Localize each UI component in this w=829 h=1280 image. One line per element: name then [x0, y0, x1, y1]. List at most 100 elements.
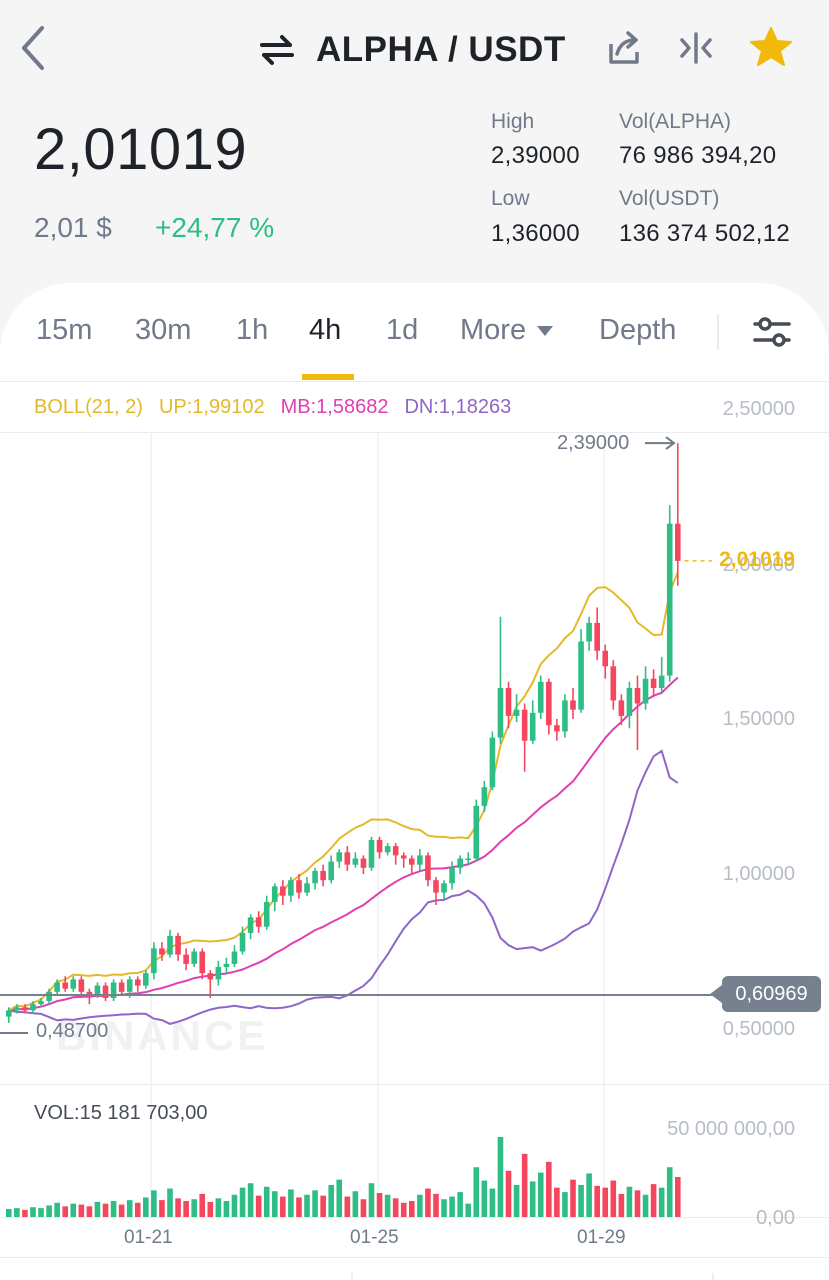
candle-body [352, 858, 359, 865]
candle-body [22, 1007, 28, 1011]
candle-body [586, 622, 592, 642]
usd-price: 2,01 $ [34, 212, 112, 243]
vol-quote-value: 136 374 502,12 [619, 220, 791, 247]
candle-body [255, 917, 262, 927]
volume-bar [473, 1167, 480, 1217]
divider [0, 1084, 829, 1085]
volume-bar [320, 1195, 326, 1217]
candle-body [239, 932, 246, 952]
candle-body [14, 1007, 20, 1011]
candle-body [207, 973, 214, 980]
candle-body [594, 622, 600, 651]
volume-bar [134, 1202, 141, 1217]
volume-bar [271, 1191, 278, 1217]
volume-bar [360, 1199, 367, 1217]
candle-body [392, 846, 399, 856]
boll-legend: BOLL(21, 2) UP:1,99102 MB:1,58682 DN:1,1… [34, 396, 511, 419]
volume-bar [183, 1201, 189, 1217]
candle-body [344, 852, 351, 865]
share-icon[interactable] [603, 28, 643, 68]
tab-15m[interactable]: 15m [36, 314, 93, 346]
period-low-label: 0,48700 [36, 1020, 109, 1042]
candle-body [554, 725, 560, 732]
caret-down-icon [537, 325, 554, 336]
candle-body [368, 839, 375, 868]
star-icon[interactable] [748, 25, 794, 71]
candle-body [562, 700, 568, 732]
candle-body [610, 666, 617, 701]
volume-bar [368, 1183, 375, 1217]
tab-more[interactable]: More [460, 314, 554, 347]
candle-body [94, 985, 101, 995]
volume-bar [417, 1194, 423, 1217]
volume-bar [247, 1183, 254, 1217]
compare-icon[interactable] [676, 28, 716, 68]
volume-bar [336, 1179, 343, 1217]
candle-body [634, 688, 641, 704]
candle-body [118, 982, 125, 992]
candle-body [54, 982, 60, 992]
candle-body [384, 846, 391, 853]
vol-base-label: Vol(ALPHA) [619, 110, 732, 133]
volume-bar [255, 1195, 262, 1217]
candle-body [280, 886, 286, 896]
volume-bar [602, 1187, 609, 1217]
candle-body [674, 523, 681, 561]
candle-body [175, 936, 181, 955]
volume-bar [497, 1137, 504, 1217]
candle-body [223, 963, 230, 967]
low-value: 1,36000 [491, 220, 580, 247]
candle-body [409, 858, 415, 865]
candle-body [62, 982, 69, 989]
tab-30m[interactable]: 30m [135, 314, 192, 346]
volume-bar [22, 1209, 28, 1217]
volume-bar [409, 1201, 415, 1217]
tab-1d[interactable]: 1d [386, 314, 419, 346]
candle-body [126, 979, 133, 992]
volume-bar [151, 1190, 157, 1217]
candle-body [521, 709, 528, 741]
tab-depth[interactable]: Depth [599, 314, 677, 346]
volume-axis-label: 50 000 000,00 [667, 1118, 795, 1140]
volume-bar [658, 1187, 665, 1217]
candle-body [288, 880, 294, 896]
chart-panel [0, 283, 829, 1280]
candle-body [618, 700, 625, 716]
volume-bar [578, 1185, 584, 1217]
candle-body [650, 678, 657, 688]
candle-body [400, 855, 407, 859]
volume-bar [513, 1185, 520, 1217]
volume-bar [529, 1181, 536, 1217]
tab-4h[interactable]: 4h [309, 314, 342, 346]
volume-bar [46, 1205, 52, 1217]
candle-body [312, 870, 318, 884]
volume-bar [38, 1208, 44, 1217]
candle-body [473, 805, 480, 859]
volume-bar [304, 1194, 310, 1217]
volume-bar [30, 1207, 36, 1217]
last-price-tag[interactable]: 0,60969 [710, 976, 821, 1012]
pair-selector[interactable]: ALPHA / USDT [258, 26, 566, 74]
price-axis-label: 0,50000 [722, 1018, 795, 1040]
volume-bar [433, 1193, 439, 1217]
candle-body [546, 681, 552, 726]
volume-bar [263, 1186, 270, 1217]
candle-body [497, 688, 504, 738]
tab-1h[interactable]: 1h [236, 314, 269, 346]
boll-name: BOLL(21, 2) [34, 396, 143, 418]
volume-bar [441, 1199, 447, 1217]
candle-body [70, 979, 77, 989]
back-arrow-icon[interactable] [16, 22, 52, 74]
candle-body [86, 991, 93, 995]
boll-mb: MB:1,58682 [280, 396, 389, 418]
candle-body [465, 858, 472, 860]
volume-bar [594, 1185, 600, 1217]
volume-bar [392, 1198, 399, 1217]
chart-settings-icon[interactable] [752, 314, 792, 350]
candle-body [263, 901, 270, 927]
candle-body [336, 852, 343, 862]
candlestick-chart[interactable] [0, 380, 829, 1280]
volume-bar [457, 1192, 463, 1217]
volume-bar [328, 1185, 334, 1217]
high-label: High [491, 110, 535, 133]
